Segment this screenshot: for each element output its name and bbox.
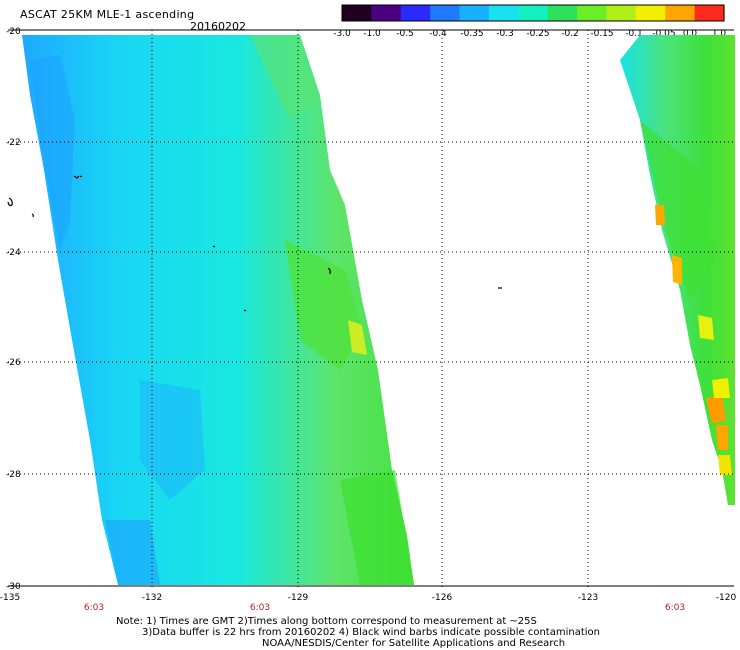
y-tick-label: -28	[6, 470, 21, 480]
colorbar-cell	[342, 5, 372, 21]
map-frame	[8, 29, 734, 587]
colorbar-label: 1.0	[712, 29, 727, 39]
data-swaths	[22, 35, 735, 585]
x-tick-label: -123	[578, 593, 598, 603]
colorbar-label: 0.0	[683, 29, 698, 39]
colorbar-cell	[635, 5, 666, 21]
colorbar-cell	[400, 5, 431, 21]
swath-left	[22, 35, 414, 585]
colorbar-cell	[459, 5, 490, 21]
x-tick-label: -120	[716, 593, 737, 603]
y-tick-label: -30	[6, 582, 21, 592]
map-title: ASCAT 25KM MLE-1 ascending	[20, 8, 195, 21]
blue-patch	[30, 55, 75, 250]
yellow-patch	[348, 320, 367, 355]
colorbar-label: -1.0	[363, 29, 381, 39]
green-patch	[640, 120, 715, 300]
time-labels: 6:03 6:03 6:03	[84, 603, 685, 613]
colorbar-cell	[430, 5, 461, 21]
time-label: 6:03	[665, 603, 685, 613]
island-mark	[31, 213, 34, 218]
y-axis: -20 -22 -24 -26 -28 -30	[6, 27, 21, 592]
time-label: 6:03	[250, 603, 270, 613]
y-tick-label: -26	[6, 358, 21, 368]
colorbar-label: -0.3	[496, 29, 514, 39]
colorbar-cell	[606, 5, 637, 21]
island-mark	[243, 309, 247, 312]
colorbar-label: -0.2	[561, 29, 579, 39]
x-tick-label: -135	[0, 593, 20, 603]
blue-patch	[105, 520, 160, 585]
yellow-patch	[698, 315, 714, 340]
colorbar: -3.0 -1.0 -0.5 -0.4 -0.35 -0.3 -0.25 -0.…	[333, 4, 727, 39]
island-mark	[7, 197, 13, 207]
colorbar-label: -0.1	[625, 29, 643, 39]
colorbar-cell	[665, 5, 696, 21]
green-patch	[250, 35, 318, 120]
colorbar-cell	[371, 5, 402, 21]
x-tick-label: -129	[288, 593, 309, 603]
y-tick-label: -20	[6, 27, 21, 37]
yellow-patch	[712, 378, 730, 398]
note-line-1: Note: 1) Times are GMT 2)Times along bot…	[116, 616, 537, 627]
orange-patch	[716, 425, 728, 450]
map-grid	[8, 30, 734, 590]
colorbar-label: -0.15	[590, 29, 613, 39]
yellow-patch	[718, 455, 732, 475]
y-tick-label: -22	[6, 138, 21, 148]
island-mark	[212, 245, 216, 248]
colorbar-label: -3.0	[333, 29, 351, 39]
colorbar-cell	[577, 5, 608, 21]
land-marks	[7, 175, 502, 312]
colorbar-cell	[488, 5, 519, 21]
x-tick-label: -132	[142, 593, 162, 603]
colorbar-cell	[518, 5, 549, 21]
colorbar-border	[341, 4, 725, 22]
note-line-3: NOAA/NESDIS/Center for Satellite Applica…	[262, 638, 566, 649]
orange-patch	[655, 205, 665, 225]
colorbar-label: -0.35	[460, 29, 483, 39]
island-mark	[327, 267, 331, 275]
colorbar-label: -0.05	[652, 29, 675, 39]
colorbar-cell	[547, 5, 578, 21]
colorbar-label: -0.25	[526, 29, 549, 39]
colorbar-label: -0.4	[429, 29, 447, 39]
time-label: 6:03	[84, 603, 104, 613]
y-tick-label: -24	[6, 248, 21, 258]
blue-patch	[140, 380, 205, 500]
island-mark	[79, 175, 83, 178]
x-tick-label: -126	[432, 593, 453, 603]
x-axis: -135 -132 -129 -126 -123 -120	[0, 593, 736, 603]
green-patch	[340, 470, 414, 585]
green-patch	[285, 240, 362, 370]
orange-patch	[706, 396, 726, 424]
colorbar-cell	[694, 5, 725, 21]
note-line-2: 3)Data buffer is 22 hrs from 20160202 4)…	[142, 627, 600, 638]
orange-patch	[672, 255, 682, 285]
colorbar-label: -0.5	[396, 29, 414, 39]
island-mark	[73, 175, 80, 179]
